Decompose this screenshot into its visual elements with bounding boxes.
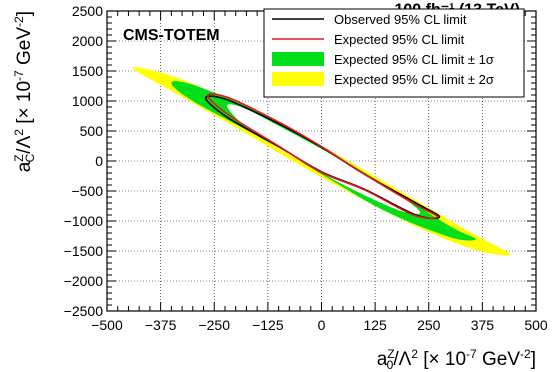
- legend-label-2: Expected 95% CL limit ± 1σ: [334, 52, 494, 67]
- series-2-contour: [227, 104, 421, 214]
- x-tick-label: −375: [145, 317, 177, 333]
- legend: Observed 95% CL limit Expected 95% CL lim…: [263, 8, 525, 98]
- y-tick-label: −1000: [64, 213, 104, 229]
- x-tick-label: −250: [198, 317, 230, 333]
- y-tick-label: −1500: [64, 243, 104, 259]
- y-axis-title: aZC/Λ2 [× 10-7 GeV-2]: [12, 11, 37, 172]
- x-tick-label: 125: [363, 317, 387, 333]
- plot-area: [106, 10, 537, 312]
- contour-bands: [132, 67, 511, 256]
- x-tick-label: −500: [91, 317, 123, 333]
- y-tick-labels: −2500 −2000 −1500 −1000 −500 0 500 1000 1500 2000…: [64, 3, 104, 319]
- x-tick-label: 375: [471, 317, 495, 333]
- y-tick-label: −2000: [64, 273, 104, 289]
- y-tick-label: −2500: [64, 303, 104, 319]
- ticks: [106, 10, 537, 312]
- x-axis-title: aZ 0/Λ2 [× 10-7 GeV-2]: [377, 347, 536, 372]
- y-tick-label: −500: [71, 183, 103, 199]
- series-4-contour: [206, 93, 439, 220]
- x-tick-label: 250: [417, 317, 441, 333]
- x-tick-label: 0: [318, 317, 326, 333]
- experiment-label: CMS-TOTEM: [123, 27, 220, 44]
- legend-label-1: Expected 95% CL limit: [334, 32, 465, 47]
- y-tick-label: 0: [95, 153, 103, 169]
- y-tick-label: 500: [80, 123, 104, 139]
- legend-label-0: Observed 95% CL limit: [334, 12, 467, 27]
- x-tick-labels: −500 −375 −250 −125 0 125 250 375 500: [91, 317, 548, 333]
- x-tick-label: 500: [524, 317, 548, 333]
- legend-swatch-3: [272, 72, 324, 86]
- y-tick-label: 1000: [72, 93, 103, 109]
- y-tick-label: 2000: [72, 33, 103, 49]
- y-tick-label: 1500: [72, 63, 103, 79]
- x-tick-label: −125: [252, 317, 284, 333]
- legend-swatch-2: [272, 52, 324, 66]
- y-tick-label: 2500: [72, 3, 103, 19]
- legend-label-3: Expected 95% CL limit ± 2σ: [334, 72, 494, 87]
